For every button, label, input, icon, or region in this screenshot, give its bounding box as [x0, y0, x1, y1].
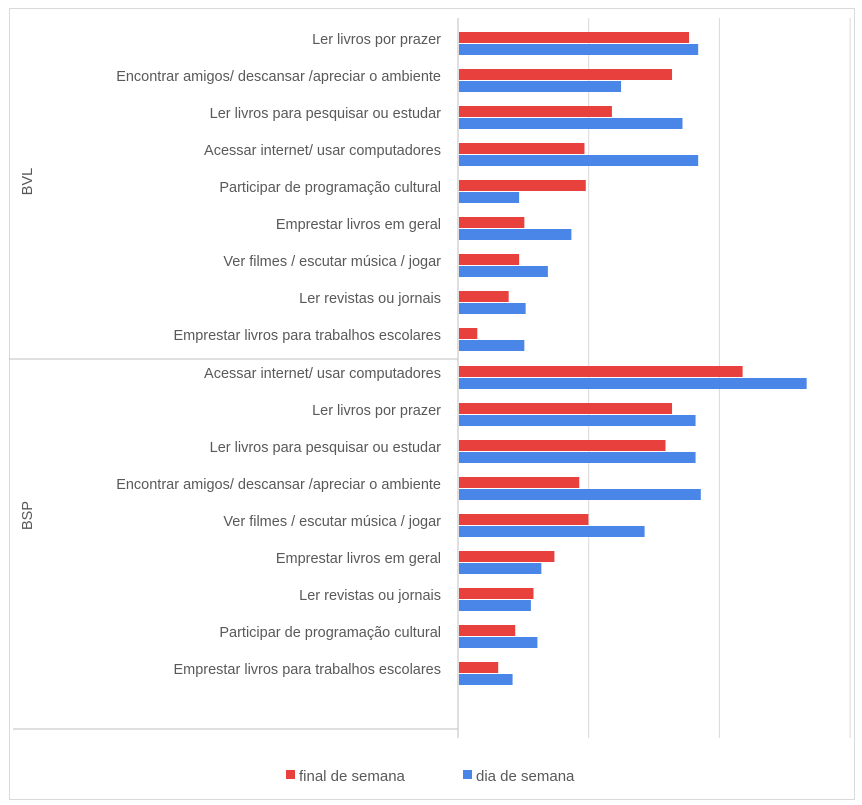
- category-label-bsp-emprestar-livros-em-geral: Emprestar livros em geral: [276, 551, 441, 567]
- category-label-bvl-ler-livros-por-prazer: Ler livros por prazer: [312, 32, 441, 48]
- category-label-bvl-acessar-internet-usar-computadores: Acessar internet/ usar computadores: [204, 143, 441, 159]
- bar-bvl-ler-livros-para-pesquisar-ou-estudar-final-de-semana: [459, 106, 612, 117]
- category-label-bvl-emprestar-livros-para-trabalhos-escolares: Emprestar livros para trabalhos escolare…: [173, 328, 441, 344]
- bar-bvl-participar-de-programacao-cultural-dia-de-semana: [459, 192, 520, 203]
- bar-bsp-ler-livros-para-pesquisar-ou-estudar-dia-de-semana: [459, 452, 696, 463]
- bar-bsp-ler-livros-para-pesquisar-ou-estudar-final-de-semana: [459, 440, 666, 451]
- bar-bsp-emprestar-livros-para-trabalhos-escolares-dia-de-semana: [459, 674, 513, 685]
- bar-bsp-ver-filmes-escutar-musica-jogar-final-de-semana: [459, 514, 589, 525]
- bar-bvl-ver-filmes-escutar-musica-jogar-dia-de-semana: [459, 266, 548, 277]
- category-label-bsp-ler-livros-para-pesquisar-ou-estudar: Ler livros para pesquisar ou estudar: [210, 440, 441, 456]
- bar-bsp-acessar-internet-usar-computadores-final-de-semana: [459, 366, 743, 377]
- group-label-bsp: BSP: [20, 501, 36, 530]
- category-label-bvl-participar-de-programacao-cultural: Participar de programação cultural: [219, 180, 441, 196]
- category-label-bvl-ler-revistas-ou-jornais: Ler revistas ou jornais: [299, 291, 441, 307]
- bar-bsp-participar-de-programacao-cultural-final-de-semana: [459, 625, 516, 636]
- bar-bvl-participar-de-programacao-cultural-final-de-semana: [459, 180, 586, 191]
- bar-bvl-ler-livros-por-prazer-final-de-semana: [459, 32, 690, 43]
- bar-bvl-emprestar-livros-em-geral-final-de-semana: [459, 217, 525, 228]
- legend-label-final-de-semana: final de semana: [299, 768, 406, 785]
- bar-bvl-ler-livros-para-pesquisar-ou-estudar-dia-de-semana: [459, 118, 683, 129]
- category-label-bsp-ler-livros-por-prazer: Ler livros por prazer: [312, 403, 441, 419]
- category-label-bvl-ver-filmes-escutar-musica-jogar: Ver filmes / escutar música / jogar: [223, 254, 441, 270]
- category-label-bvl-encontrar-amigos-descansar-apreciar-o-ambiente: Encontrar amigos/ descansar /apreciar o …: [116, 69, 441, 85]
- group-label-bvl: BVL: [20, 168, 36, 195]
- category-label-bsp-encontrar-amigos-descansar-apreciar-o-ambiente: Encontrar amigos/ descansar /apreciar o …: [116, 477, 441, 493]
- bar-bvl-emprestar-livros-para-trabalhos-escolares-final-de-semana: [459, 328, 478, 339]
- bar-bvl-ler-revistas-ou-jornais-final-de-semana: [459, 291, 509, 302]
- bar-bvl-ler-revistas-ou-jornais-dia-de-semana: [459, 303, 526, 314]
- chart-frame: [9, 8, 855, 800]
- legend-swatch-final-de-semana: [286, 770, 295, 779]
- bar-bsp-encontrar-amigos-descansar-apreciar-o-ambiente-final-de-semana: [459, 477, 580, 488]
- bar-bvl-encontrar-amigos-descansar-apreciar-o-ambiente-dia-de-semana: [459, 81, 622, 92]
- bar-bvl-ver-filmes-escutar-musica-jogar-final-de-semana: [459, 254, 520, 265]
- bar-bsp-encontrar-amigos-descansar-apreciar-o-ambiente-dia-de-semana: [459, 489, 701, 500]
- category-label-bvl-emprestar-livros-em-geral: Emprestar livros em geral: [276, 217, 441, 233]
- bar-bvl-emprestar-livros-em-geral-dia-de-semana: [459, 229, 572, 240]
- bar-bsp-ler-revistas-ou-jornais-final-de-semana: [459, 588, 534, 599]
- legend-label-dia-de-semana: dia de semana: [476, 768, 575, 785]
- legend-swatch-dia-de-semana: [463, 770, 472, 779]
- bar-bvl-acessar-internet-usar-computadores-dia-de-semana: [459, 155, 699, 166]
- bar-bsp-participar-de-programacao-cultural-dia-de-semana: [459, 637, 538, 648]
- bar-bsp-emprestar-livros-para-trabalhos-escolares-final-de-semana: [459, 662, 499, 673]
- bar-bsp-ler-livros-por-prazer-final-de-semana: [459, 403, 673, 414]
- bar-bsp-emprestar-livros-em-geral-dia-de-semana: [459, 563, 542, 574]
- bar-bsp-ler-revistas-ou-jornais-dia-de-semana: [459, 600, 531, 611]
- bar-bvl-acessar-internet-usar-computadores-final-de-semana: [459, 143, 585, 154]
- bar-bvl-ler-livros-por-prazer-dia-de-semana: [459, 44, 699, 55]
- category-label-bsp-emprestar-livros-para-trabalhos-escolares: Emprestar livros para trabalhos escolare…: [173, 662, 441, 678]
- category-label-bsp-acessar-internet-usar-computadores: Acessar internet/ usar computadores: [204, 366, 441, 382]
- category-label-bsp-participar-de-programacao-cultural: Participar de programação cultural: [219, 625, 441, 641]
- bar-bsp-acessar-internet-usar-computadores-dia-de-semana: [459, 378, 807, 389]
- bar-bsp-ler-livros-por-prazer-dia-de-semana: [459, 415, 696, 426]
- bar-bsp-ver-filmes-escutar-musica-jogar-dia-de-semana: [459, 526, 645, 537]
- category-label-bvl-ler-livros-para-pesquisar-ou-estudar: Ler livros para pesquisar ou estudar: [210, 106, 441, 122]
- category-label-bsp-ver-filmes-escutar-musica-jogar: Ver filmes / escutar música / jogar: [223, 514, 441, 530]
- bar-bvl-encontrar-amigos-descansar-apreciar-o-ambiente-final-de-semana: [459, 69, 673, 80]
- bar-bsp-emprestar-livros-em-geral-final-de-semana: [459, 551, 555, 562]
- bar-bvl-emprestar-livros-para-trabalhos-escolares-dia-de-semana: [459, 340, 525, 351]
- category-label-bsp-ler-revistas-ou-jornais: Ler revistas ou jornais: [299, 588, 441, 604]
